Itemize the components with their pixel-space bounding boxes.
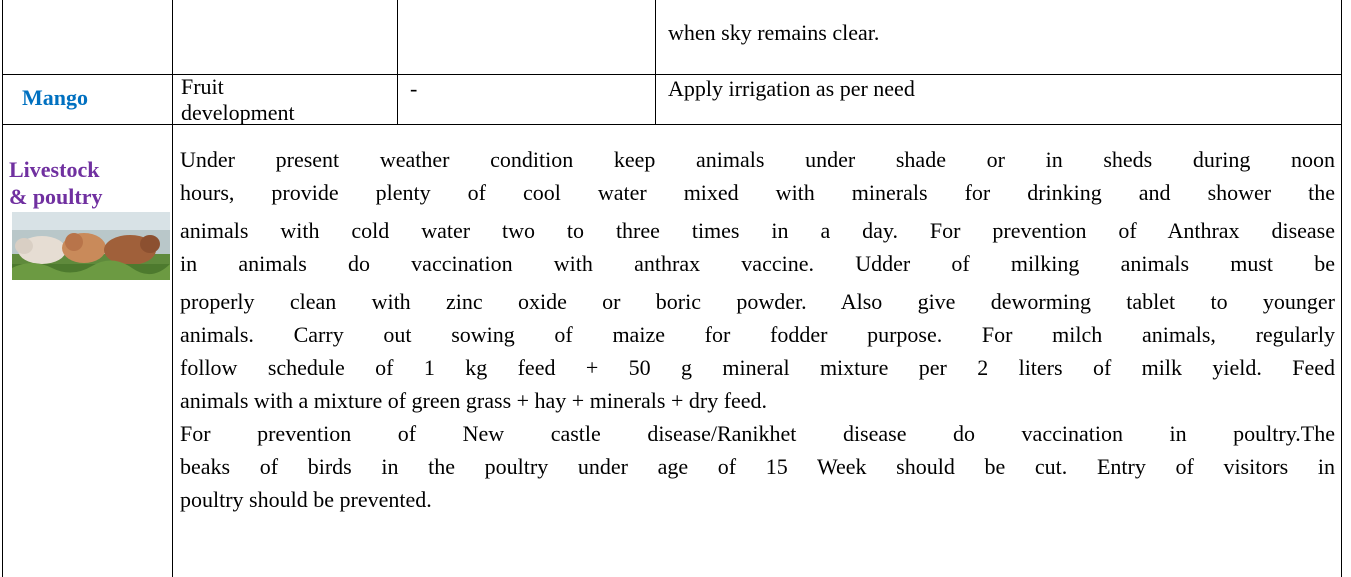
text-line: Under present weather condition keep ani… [180, 143, 1335, 176]
crop-name: Mango [22, 85, 88, 111]
text-line: animals. Carry out sowing of maize for f… [180, 318, 1335, 351]
text-line: follow schedule of 1 kg feed + 50 g mine… [180, 351, 1335, 384]
cell-text: Apply irrigation as per need [668, 76, 915, 102]
text-line: properly clean with zinc oxide or boric … [180, 285, 1335, 318]
text-line: animals with a mixture of green grass + … [180, 384, 1335, 417]
section-title: Livestock [9, 157, 99, 183]
cattle-photo [12, 212, 170, 280]
text-line: For prevention of New castle disease/Ran… [180, 417, 1335, 450]
border [1341, 0, 1342, 577]
document-page: when sky remains clear. Mango Fruit deve… [0, 0, 1351, 577]
cell-text: - [410, 76, 417, 102]
text-line: poultry should be prevented. [180, 483, 1335, 516]
text-line: beaks of birds in the poultry under age … [180, 450, 1335, 483]
text-line: animals with cold water two to three tim… [180, 214, 1335, 247]
cell-text: Fruit development [181, 74, 321, 126]
advisory-text: Under present weather condition keep ani… [180, 143, 1335, 516]
border [397, 0, 398, 124]
border [655, 0, 656, 124]
border [172, 0, 173, 577]
cell-text: when sky remains clear. [668, 20, 879, 46]
text-line: in animals do vaccination with anthrax v… [180, 247, 1335, 280]
section-title: & poultry [9, 184, 103, 210]
border [2, 0, 3, 577]
text-line: hours, provide plenty of cool water mixe… [180, 176, 1335, 209]
